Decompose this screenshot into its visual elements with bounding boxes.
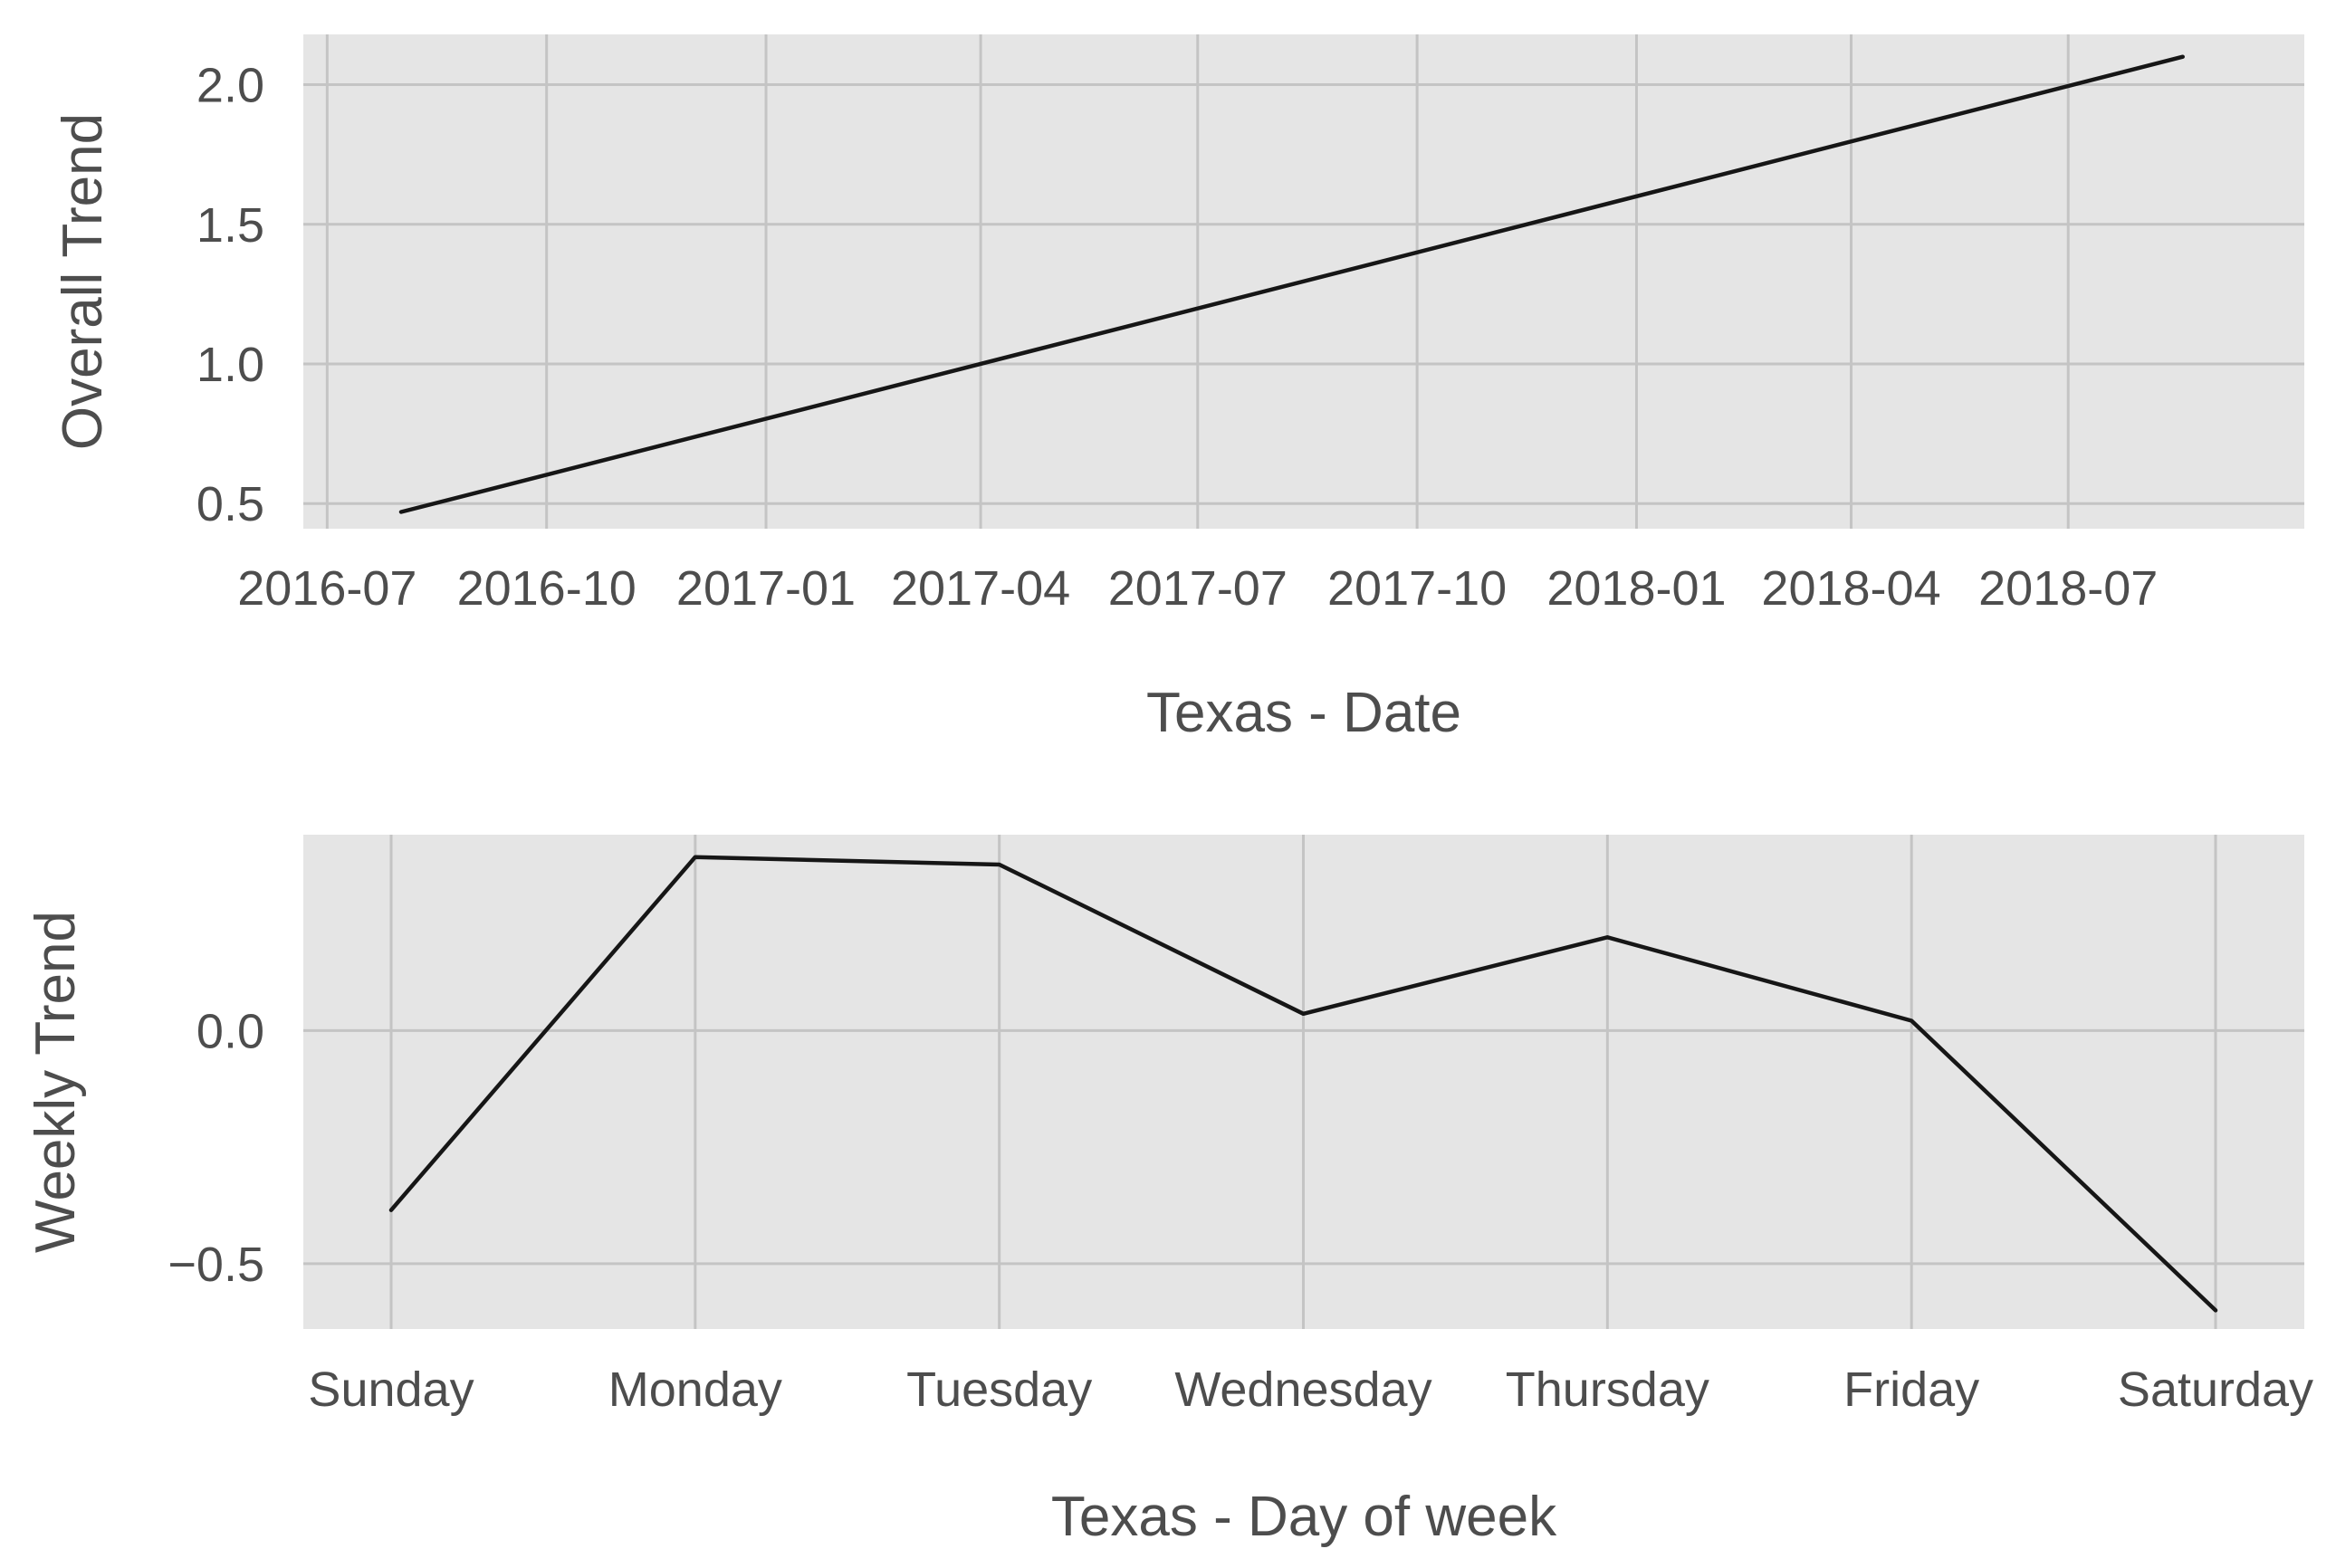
weekly-trend-x-tick-label: Monday: [608, 1362, 782, 1417]
weekly-trend-x-tick-label: Friday: [1843, 1362, 1979, 1417]
weekly-trend-x-axis-label: Texas - Day of week: [1051, 1486, 1557, 1548]
weekly-trend-x-tick-label: Thursday: [1506, 1362, 1709, 1417]
overall-trend-y-tick-label: 1.0: [196, 338, 264, 392]
overall-trend-y-tick-label: 0.5: [196, 477, 264, 531]
overall-trend-x-tick-label: 2016-07: [237, 561, 416, 616]
weekly-trend-y-tick-label: −0.5: [168, 1238, 264, 1292]
overall-trend-line: [398, 54, 2185, 514]
overall-trend-x-tick-label: 2017-04: [891, 561, 1070, 616]
overall-trend-x-tick-label: 2018-04: [1761, 561, 1940, 616]
overall-trend-x-axis-label: Texas - Date: [1146, 682, 1461, 744]
overall-trend-y-tick-label: 2.0: [196, 59, 264, 113]
overall-trend-x-tick-label: 2017-01: [676, 561, 856, 616]
overall-trend-x-tick-label: 2018-01: [1546, 561, 1726, 616]
weekly-trend-y-tick-label: 0.0: [196, 1004, 264, 1058]
weekly-trend-chart: Sunday Monday Tuesday Wednesday Thursday Frid…: [24, 835, 2313, 1548]
weekly-trend-x-ticks: Sunday Monday Tuesday Wednesday Thursday Frid…: [308, 1362, 2313, 1417]
weekly-trend-gridlines: [303, 835, 2304, 1329]
overall-trend-x-tick-label: 2017-10: [1327, 561, 1507, 616]
overall-trend-x-tick-label: 2017-07: [1108, 561, 1288, 616]
weekly-trend-x-tick-label: Wednesday: [1174, 1362, 1431, 1417]
overall-trend-x-ticks: 2016-07 2016-10 2017-01 2017-04 2017-07 2017-…: [237, 561, 2158, 616]
overall-trend-y-tick-label: 1.5: [196, 198, 264, 253]
overall-trend-gridlines: [303, 34, 2304, 529]
overall-trend-y-ticks: 0.5 1.0 1.5 2.0: [196, 59, 264, 532]
overall-trend-x-tick-label: 2016-10: [457, 561, 637, 616]
weekly-trend-x-tick-label: Saturday: [2118, 1362, 2313, 1417]
overall-trend-y-axis-label: Overall Trend: [52, 113, 114, 450]
weekly-trend-y-ticks: 0.0 −0.5: [168, 1004, 264, 1292]
overall-trend-x-tick-label: 2018-07: [1978, 561, 2158, 616]
weekly-trend-x-tick-label: Sunday: [308, 1362, 474, 1417]
weekly-trend-x-tick-label: Tuesday: [906, 1362, 1092, 1417]
weekly-trend-line: [388, 855, 2218, 1313]
weekly-trend-y-axis-label: Weekly Trend: [24, 911, 87, 1253]
overall-trend-chart: 2016-07 2016-10 2017-01 2017-04 2017-07 2017-…: [52, 34, 2304, 744]
